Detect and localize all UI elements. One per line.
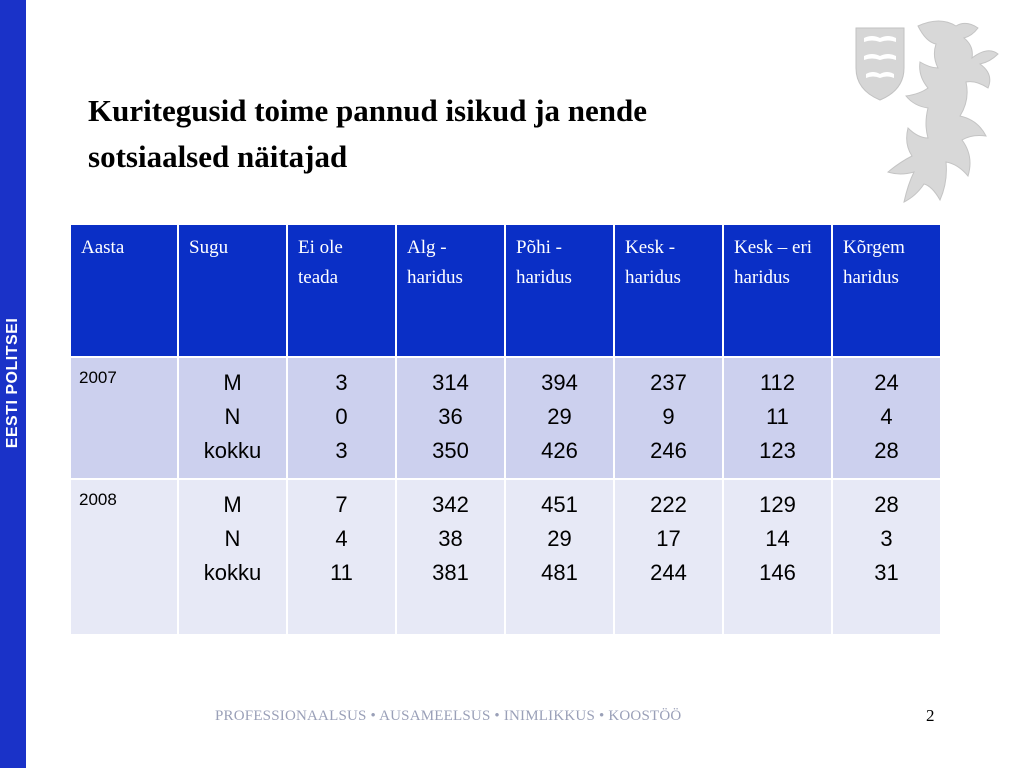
cell-value: 36 — [438, 404, 463, 429]
sex-cell: M N kokku — [177, 478, 288, 636]
cell-value: kokku — [203, 560, 262, 585]
cell-value: N — [224, 404, 241, 429]
cell-value: kokku — [203, 438, 262, 463]
unknown-education-cell: 7 4 11 — [286, 478, 397, 636]
table-row: 2007 M N kokku 3 0 3 314 36 350 394 29 4… — [69, 356, 942, 480]
year-cell: 2007 — [69, 356, 179, 480]
side-banner: EESTI POLITSEI — [0, 0, 26, 768]
cell-value: 3 — [335, 438, 348, 463]
higher-education-cell: 24 4 28 — [831, 356, 942, 480]
vocational-education-cell: 129 14 146 — [722, 478, 833, 636]
year-cell: 2008 — [69, 478, 179, 636]
cell-value: 4 — [335, 526, 348, 551]
cell-value: 3 — [335, 370, 348, 395]
cell-value: 29 — [547, 404, 572, 429]
column-header: Kesk – eri haridus — [722, 223, 833, 358]
column-header: Ei ole teada — [286, 223, 397, 358]
cell-value: 123 — [759, 438, 796, 463]
cell-value: N — [224, 526, 241, 551]
cell-value: 0 — [335, 404, 348, 429]
column-header: Alg - haridus — [395, 223, 506, 358]
column-header: Aasta — [69, 223, 179, 358]
cell-value: 11 — [330, 560, 353, 585]
page-title: Kuritegusid toime pannud isikud ja nende… — [88, 88, 828, 180]
page-title-line-1: Kuritegusid toime pannud isikud ja nende — [88, 93, 648, 128]
cell-value: 451 — [541, 492, 578, 517]
column-header: Sugu — [177, 223, 288, 358]
secondary-education-cell: 237 9 246 — [613, 356, 724, 480]
cell-value: 4 — [880, 404, 893, 429]
cell-value: 381 — [432, 560, 469, 585]
cell-value: 7 — [335, 492, 348, 517]
basic-education-cell: 394 29 426 — [504, 356, 615, 480]
column-header: Kesk - haridus — [613, 223, 724, 358]
cell-value: 9 — [662, 404, 675, 429]
cell-value: 3 — [880, 526, 893, 551]
cell-value: 28 — [874, 492, 899, 517]
cell-value: 14 — [765, 526, 790, 551]
cell-value: 28 — [874, 438, 899, 463]
cell-value: 31 — [874, 560, 899, 585]
cell-value: 244 — [650, 560, 687, 585]
cell-value: 246 — [650, 438, 687, 463]
side-banner-label: EESTI POLITSEI — [4, 317, 21, 449]
table-row: 2008 M N kokku 7 4 11 342 38 381 451 29 … — [69, 478, 942, 636]
cell-value: 38 — [438, 526, 463, 551]
police-lion-crest-icon — [855, 20, 999, 203]
sex-cell: M N kokku — [177, 356, 288, 480]
cell-value: 314 — [432, 370, 469, 395]
cell-value: 426 — [541, 438, 578, 463]
higher-education-cell: 28 3 31 — [831, 478, 942, 636]
secondary-education-cell: 222 17 244 — [613, 478, 724, 636]
column-header: Kõrgem haridus — [831, 223, 942, 358]
column-header: Põhi - haridus — [504, 223, 615, 358]
cell-value: M — [223, 370, 242, 395]
cell-value: 24 — [874, 370, 899, 395]
unknown-education-cell: 3 0 3 — [286, 356, 397, 480]
primary-education-cell: 314 36 350 — [395, 356, 506, 480]
cell-value: 129 — [759, 492, 796, 517]
page-title-line-2: sotsiaalsed näitajad — [88, 139, 348, 174]
cell-value: 146 — [759, 560, 796, 585]
cell-value: M — [223, 492, 242, 517]
cell-value: 17 — [656, 526, 681, 551]
table-header-row: Aasta Sugu Ei ole teada Alg - haridus Põ… — [69, 223, 942, 358]
cell-value: 29 — [547, 526, 572, 551]
cell-value: 222 — [650, 492, 687, 517]
cell-value: 112 — [759, 370, 796, 395]
vocational-education-cell: 112 11 123 — [722, 356, 833, 480]
cell-value: 350 — [432, 438, 469, 463]
footer-motto: PROFESSIONAALSUS • AUSAMEELSUS • INIMLIK… — [215, 708, 682, 724]
data-table: Aasta Sugu Ei ole teada Alg - haridus Põ… — [69, 223, 942, 636]
basic-education-cell: 451 29 481 — [504, 478, 615, 636]
primary-education-cell: 342 38 381 — [395, 478, 506, 636]
cell-value: 342 — [432, 492, 469, 517]
cell-value: 237 — [650, 370, 687, 395]
cell-value: 11 — [766, 404, 789, 429]
cell-value: 394 — [541, 370, 578, 395]
page-number: 2 — [926, 706, 935, 725]
cell-value: 481 — [541, 560, 578, 585]
